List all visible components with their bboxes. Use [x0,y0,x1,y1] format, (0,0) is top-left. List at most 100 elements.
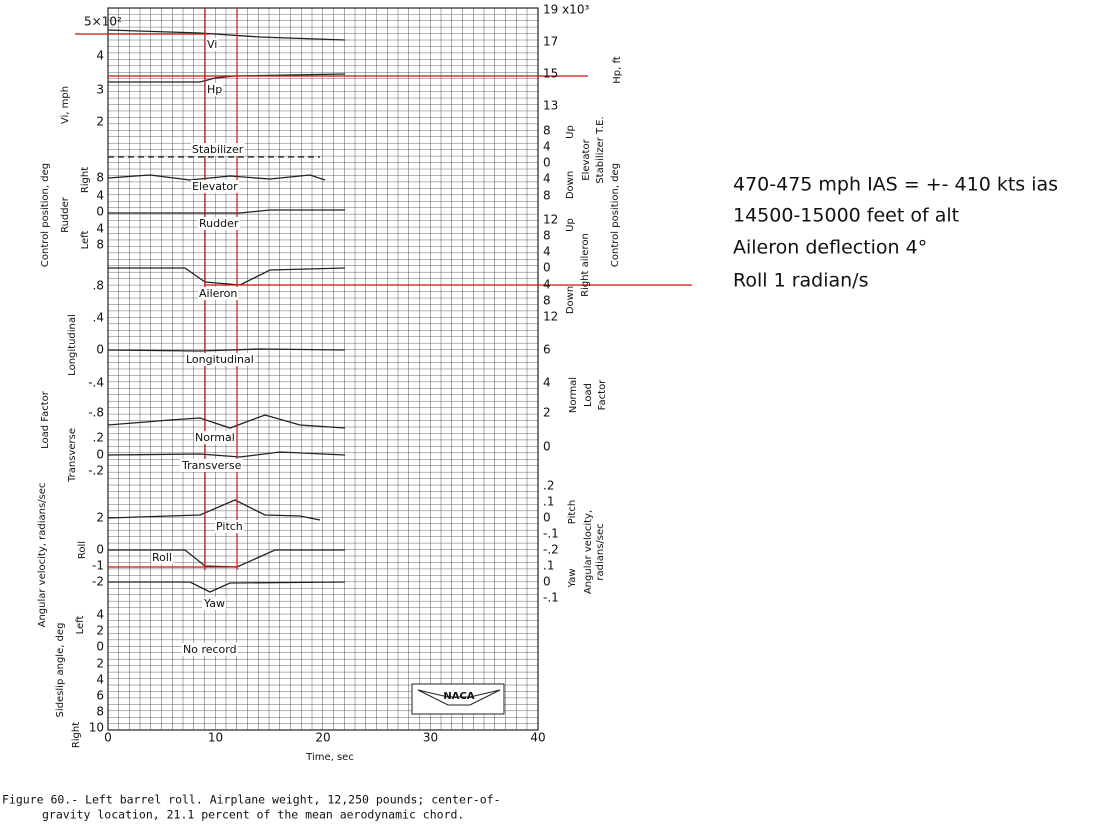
label-bg [215,520,244,533]
left-axis-label: Vi, mph [60,86,71,124]
trace-hp [108,73,346,83]
left-tick-label: 5×10² [84,15,122,29]
left-axis-label: Angular velocity, radians/sec [37,483,48,628]
label-bg [198,287,239,300]
right-tick-label: 15 [543,67,558,81]
trace-rudder [108,209,345,214]
right-tick-label: 2 [543,406,551,420]
left-tick-label: 3 [96,83,104,97]
left-axis-label: Transverse [67,428,78,483]
trace-longitudinal [107,348,346,352]
right-axis-label: Right aileron [580,233,591,297]
right-tick-label: 0 [543,261,551,275]
left-axis-label: Rudder [60,196,71,233]
trace-elevator [107,174,326,181]
trace-label: Pitch [216,520,243,533]
right-axis-label: Down [565,286,576,314]
trace-pitch [107,499,321,521]
label-bg [180,459,243,472]
left-tick-label: .2 [93,431,104,445]
left-tick-label: 0 [96,448,104,462]
right-tick-label: .1 [543,559,554,573]
x-tick-label: 40 [530,731,545,745]
left-tick-label: 4 [96,189,104,203]
left-tick-label: 6 [96,689,104,703]
left-tick-label: 10 [89,721,104,735]
left-tick-label: 4 [96,608,104,622]
x-tick-label: 0 [104,731,112,745]
right-axis-label: radians/sec [595,523,606,580]
right-axis-label: Hp, ft [612,56,623,84]
right-axis-label: Stabilizer T.E. [595,116,606,183]
left-tick-label: -.8 [88,406,104,420]
logo-wings [417,689,501,706]
left-axis-label: Control position, deg [40,163,51,267]
trace-label: Hp [207,83,222,96]
left-tick-label: -2 [92,575,104,589]
right-tick-label: 0 [543,511,551,525]
right-axis-label: Yaw [567,568,578,588]
right-tick-label: 19 x10³ [543,3,589,17]
right-tick-label: 12 [543,310,558,324]
label-bg [191,180,240,193]
left-tick-label: 4 [96,49,104,63]
x-tick-label: 20 [315,731,330,745]
label-bg [191,143,245,156]
note: Aileron deflection 4° [733,237,927,259]
trace-label: Transverse [181,459,242,472]
left-axis-label: Right [80,167,91,193]
right-tick-label: 0 [543,440,551,454]
label-bg [185,353,255,366]
note: 470-475 mph IAS = +- 410 kts ias [733,174,1058,196]
label-bg [206,83,224,96]
right-tick-label: .2 [543,479,554,493]
trace-aileron [108,267,346,286]
left-tick-label: 4 [96,222,104,236]
x-axis-label: Time, sec [305,752,354,763]
left-axis-label: Right [71,722,82,748]
right-axis-label: Load [583,383,594,407]
right-tick-label: 4 [543,376,551,390]
grid [107,7,539,731]
left-tick-label: 4 [96,673,104,687]
left-tick-label: 2 [96,115,104,129]
label-bg [206,38,219,51]
trace-label: Elevator [192,180,238,193]
caption: gravity location, 21.1 percent of the me… [42,808,464,822]
right-tick-label: 6 [543,343,551,357]
right-tick-label: 0 [543,156,551,170]
left-axis-label: Load Factor [40,390,51,449]
left-tick-label: 0 [96,543,104,557]
right-axis-label: Up [565,125,576,139]
left-tick-label: 2 [96,624,104,638]
left-tick-label: 8 [96,171,104,185]
left-axis-label: Roll [77,541,88,559]
x-tick-label: 10 [208,731,223,745]
right-tick-label: 8 [543,294,551,308]
right-axis-label: Normal [568,377,579,413]
left-axis-label: Sideslip angle, deg [55,623,66,718]
right-axis-label: Control position, deg [610,163,621,267]
trace-label: No record [183,643,237,656]
right-tick-label: 8 [543,189,551,203]
trace-label: Normal [195,431,235,444]
right-axis-label: Elevator [581,138,592,180]
trace-yaw [108,581,346,593]
left-tick-label: 0 [96,205,104,219]
right-axis-label: Down [565,171,576,199]
trace-label: Vi [207,38,217,51]
right-tick-label: -.1 [543,527,559,541]
trace-label: Aileron [199,287,237,300]
left-tick-label: .8 [93,279,104,293]
left-tick-label: 0 [96,640,104,654]
right-tick-label: 17 [543,35,558,49]
right-tick-label: 13 [543,99,558,113]
naca-logo: NACA [411,683,505,715]
left-axis-label: Left [80,231,91,250]
trace-vi [107,29,346,41]
label-bg [198,217,240,230]
label-bg [182,643,238,656]
right-tick-label: 4 [543,245,551,259]
left-axis-label: Longitudinal [67,314,78,376]
